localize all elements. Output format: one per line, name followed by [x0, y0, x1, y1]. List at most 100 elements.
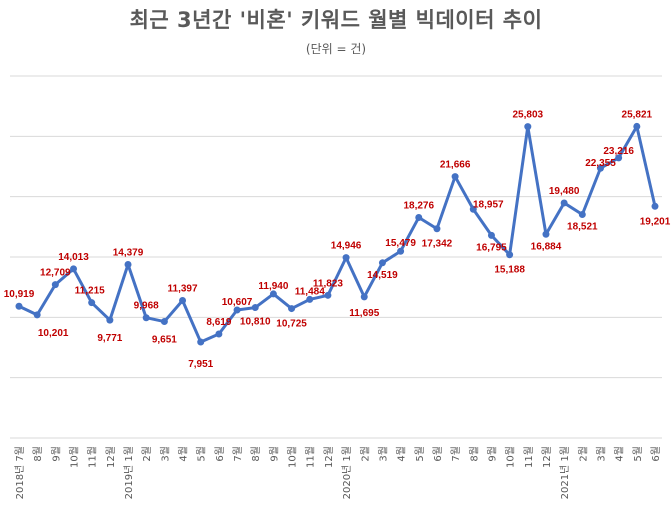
x-tick-label: 9월: [486, 446, 498, 462]
x-tick-label: 4월: [396, 446, 408, 462]
data-point: [179, 296, 187, 304]
x-tick-label: 9월: [268, 446, 280, 462]
data-point: [288, 305, 296, 313]
x-tick-label: 7월: [232, 446, 244, 462]
data-label: 10,810: [240, 317, 271, 328]
x-tick-label: 6월: [214, 446, 226, 462]
data-point: [433, 225, 441, 233]
x-tick-label: 8월: [468, 446, 480, 462]
x-tick-label: 6월: [432, 446, 444, 462]
data-label: 16,884: [531, 241, 562, 252]
x-tick-label: 2월: [359, 446, 371, 462]
x-tick-label: 5월: [414, 446, 426, 462]
data-label: 9,771: [97, 333, 122, 344]
x-tick-label: 9월: [50, 446, 62, 462]
data-label: 11,695: [349, 308, 379, 319]
data-label: 11,823: [313, 278, 343, 289]
data-point: [306, 295, 314, 303]
data-point: [15, 302, 23, 310]
data-label: 9,651: [152, 335, 177, 346]
x-tick-label: 12월: [541, 446, 553, 468]
data-label: 16,795: [476, 242, 507, 253]
x-tick-label: 8월: [32, 446, 44, 462]
data-point: [160, 318, 168, 326]
data-point: [651, 202, 659, 210]
x-tick-label: 2월: [577, 446, 589, 462]
x-tick-label: 12월: [105, 446, 117, 468]
data-point: [88, 299, 96, 307]
x-tick-label: 10월: [287, 446, 299, 468]
data-label: 11,215: [75, 286, 105, 297]
data-label: 25,821: [622, 109, 653, 120]
data-point: [615, 154, 623, 162]
data-label: 22,355: [585, 158, 616, 169]
x-tick-label: 11월: [305, 446, 317, 468]
data-label: 18,957: [473, 199, 504, 210]
series-line: [18, 124, 657, 344]
data-point: [469, 205, 477, 213]
x-tick-label: 4월: [178, 446, 190, 462]
x-tick-label: 2021년 1월: [559, 446, 571, 499]
x-tick-label: 2020년 1월: [341, 446, 353, 499]
data-label: 19,201: [640, 216, 671, 227]
data-label: 10,607: [222, 297, 253, 308]
data-point: [378, 259, 386, 267]
data-label: 23,216: [603, 146, 634, 157]
data-point: [142, 314, 150, 322]
x-tick-label: 5월: [196, 446, 208, 462]
x-tick-label: 11월: [523, 446, 535, 468]
data-label: 10,725: [276, 319, 307, 330]
x-tick-label: 7월: [450, 446, 462, 462]
data-label: 14,013: [58, 252, 89, 263]
data-point: [233, 306, 241, 314]
data-point: [342, 254, 350, 262]
data-point: [451, 173, 459, 181]
data-point: [106, 316, 114, 324]
data-label: 18,276: [403, 200, 434, 211]
x-tick-label: 5월: [632, 446, 644, 462]
data-point: [251, 304, 259, 312]
x-tick-label: 3월: [377, 446, 389, 462]
x-tick-label: 10월: [505, 446, 517, 468]
data-label: 21,666: [440, 160, 471, 171]
data-point: [51, 281, 59, 289]
data-label: 25,803: [513, 110, 544, 121]
data-label: 14,946: [331, 241, 362, 252]
data-point: [506, 251, 514, 259]
data-label: 14,379: [113, 247, 144, 258]
x-tick-label: 11월: [87, 446, 99, 468]
data-label: 19,480: [549, 186, 580, 197]
data-point: [633, 122, 641, 130]
x-tick-label: 12월: [323, 446, 335, 468]
x-tick-label: 2019년 1월: [123, 446, 135, 499]
data-point: [215, 330, 223, 338]
data-point: [578, 211, 586, 219]
data-point: [542, 230, 550, 238]
data-point: [70, 265, 78, 273]
data-point: [560, 199, 568, 207]
data-label: 9,968: [134, 301, 159, 312]
data-point: [33, 311, 41, 319]
data-point: [124, 260, 132, 268]
data-point: [524, 123, 532, 131]
data-point: [360, 293, 368, 301]
data-label: 11,484: [295, 286, 325, 297]
x-tick-label: 3월: [595, 446, 607, 462]
data-label: 8,619: [206, 317, 231, 328]
x-tick-label: 4월: [614, 446, 626, 462]
data-point: [397, 247, 405, 255]
data-point: [324, 291, 332, 299]
chart-title: 최근 3년간 '비혼' 키워드 월별 빅데이터 추이: [129, 8, 543, 32]
data-label: 7,951: [188, 359, 213, 370]
data-point: [269, 290, 277, 298]
data-label: 15,479: [385, 238, 416, 249]
x-tick-label: 8월: [250, 446, 262, 462]
data-point: [197, 338, 205, 346]
data-point: [415, 213, 423, 221]
x-tick-label: 2월: [141, 446, 153, 462]
x-tick-label: 3월: [159, 446, 171, 462]
data-label: 18,521: [567, 222, 598, 233]
data-point: [487, 231, 495, 239]
x-tick-label: 10월: [69, 446, 81, 468]
